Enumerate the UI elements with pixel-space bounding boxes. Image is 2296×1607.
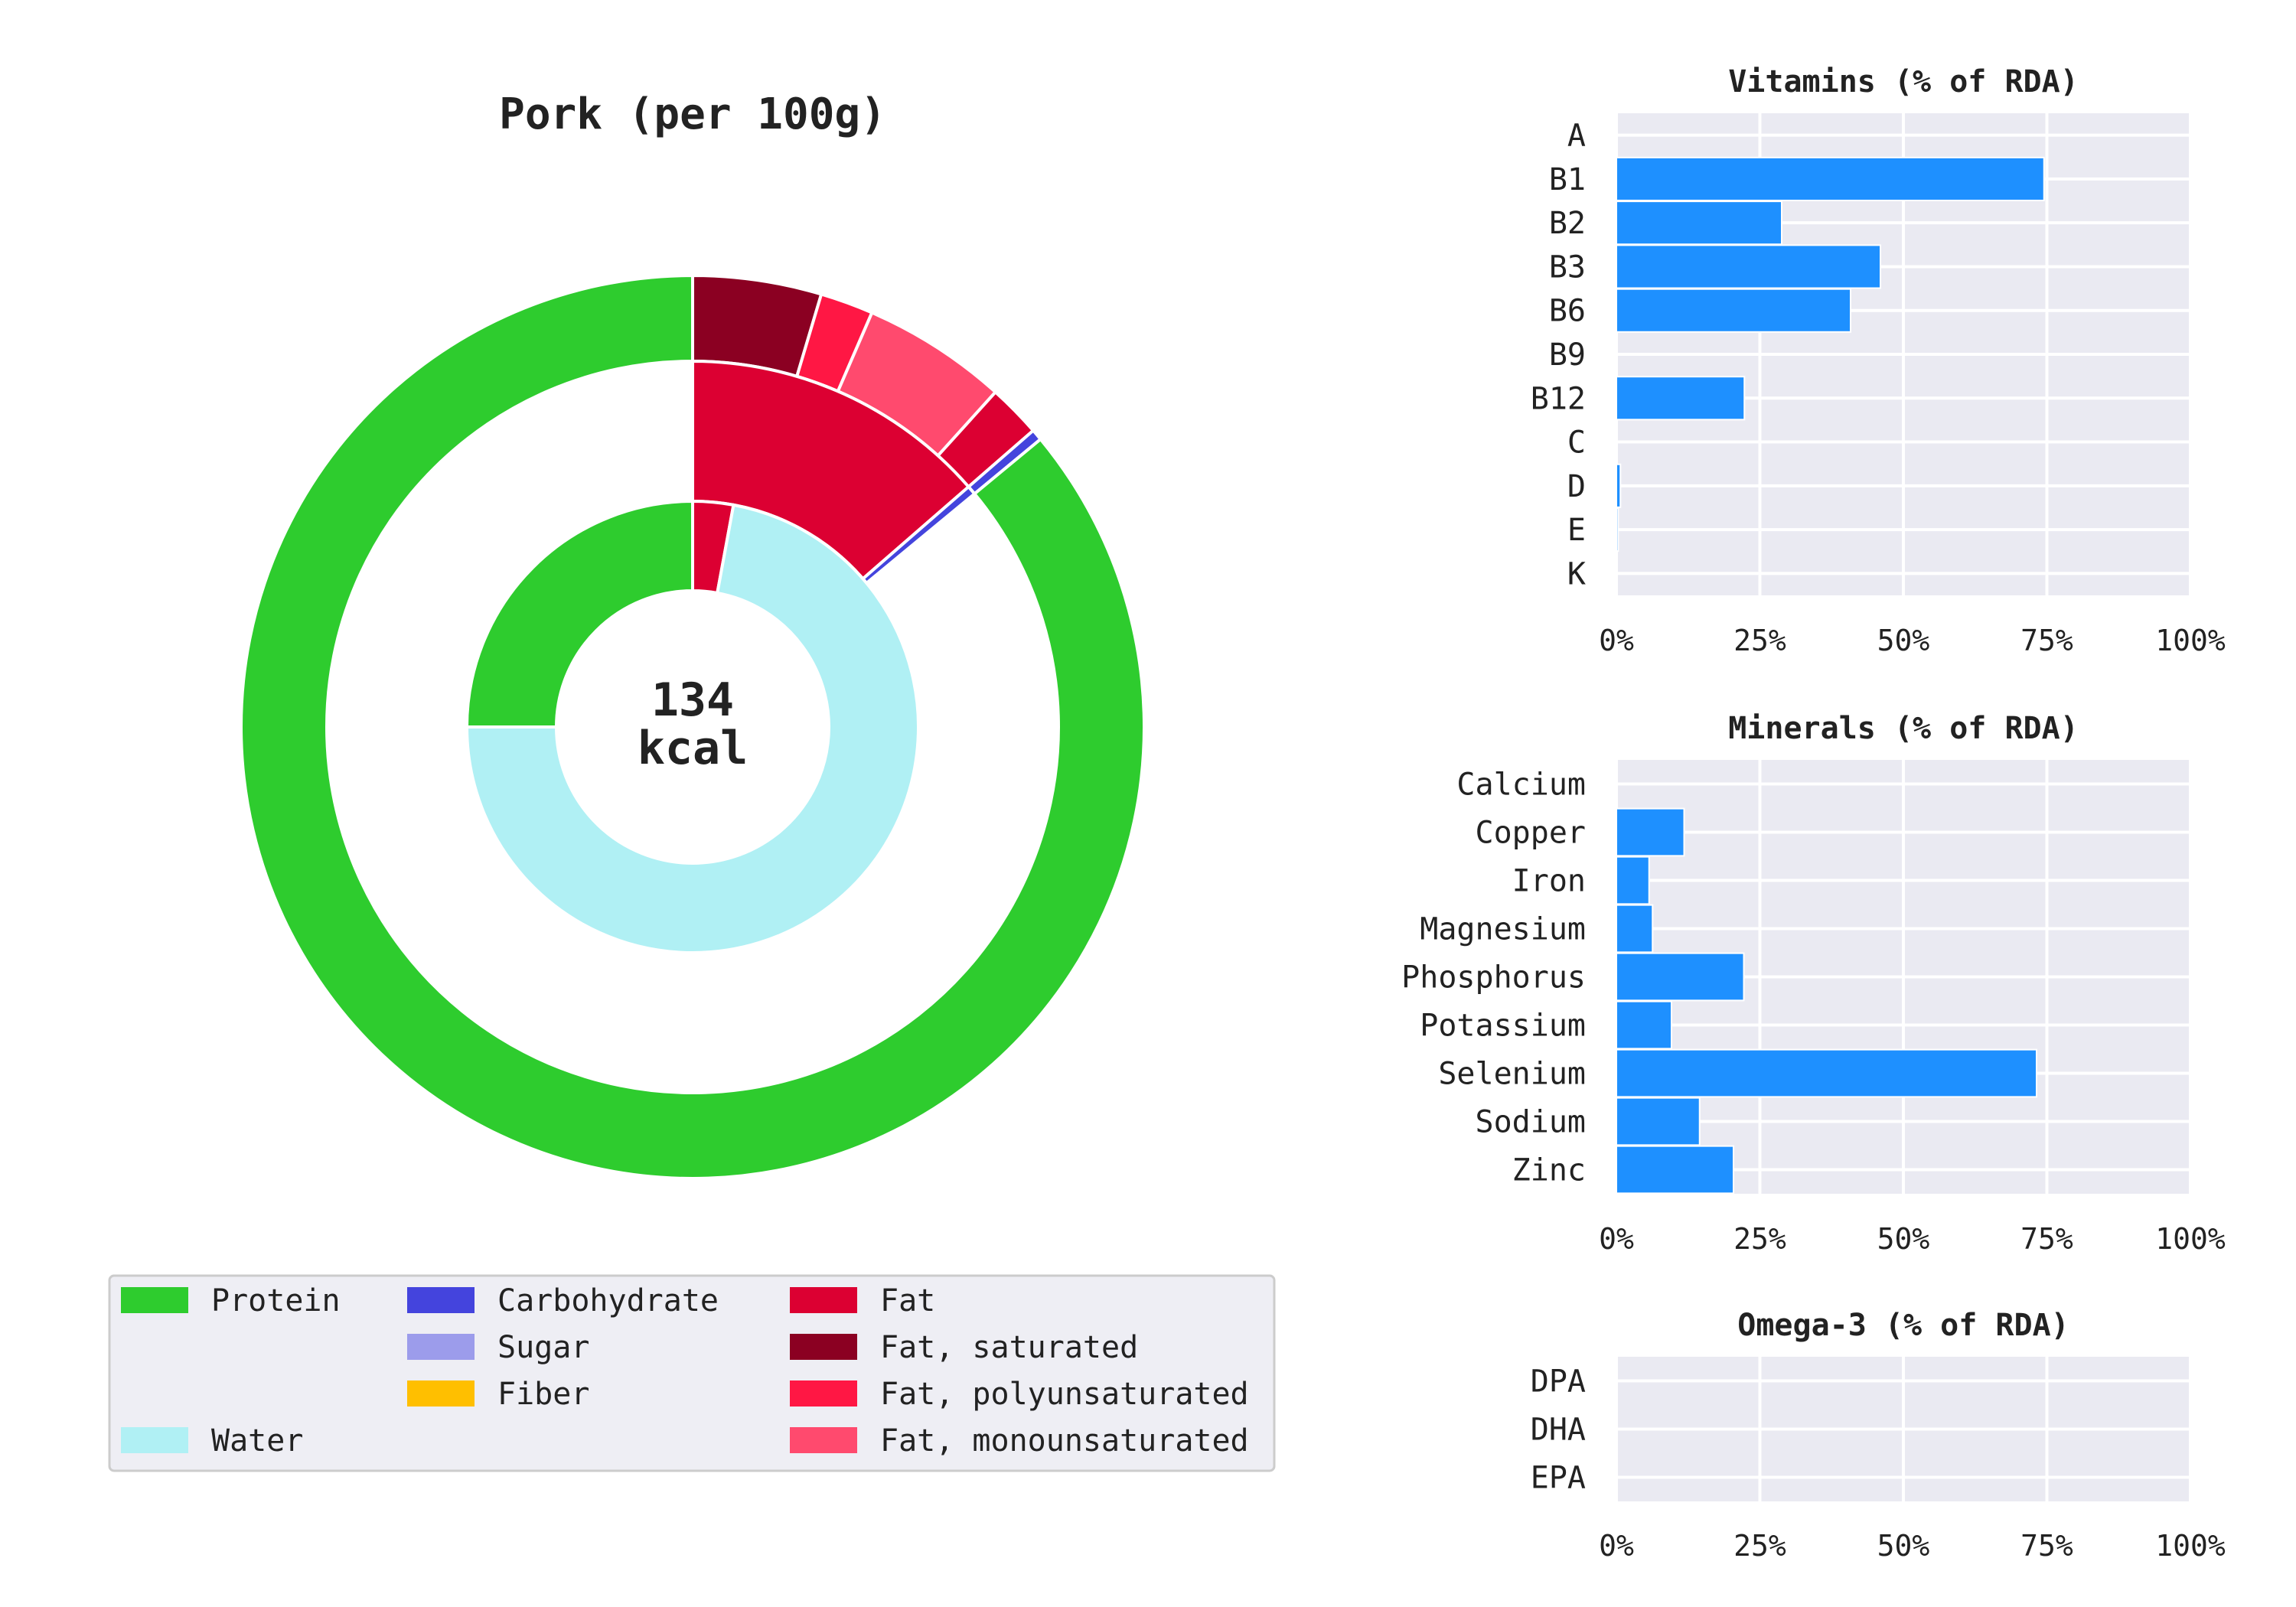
legend-swatch-fat <box>790 1287 857 1313</box>
center-kcal-value: 134 <box>651 673 734 727</box>
legend-swatch-fat-monounsaturated <box>790 1427 857 1453</box>
inner-ring-slice-protein <box>465 499 694 729</box>
x-tick-label: 100% <box>2155 1222 2226 1256</box>
x-tick-label: 100% <box>2155 1529 2226 1563</box>
bar-iron <box>1616 856 1650 905</box>
category-label-k: K <box>1567 556 1586 592</box>
category-label-calcium: Calcium <box>1456 768 1586 803</box>
legend-label-fat-polyunsaturated: Fat, polyunsaturated <box>880 1377 1249 1412</box>
outer-ring-slice-protein <box>239 273 1146 1180</box>
category-label-c: C <box>1567 425 1586 461</box>
legend-frame <box>108 1274 1276 1472</box>
bar-copper <box>1616 807 1685 857</box>
category-label-selenium: Selenium <box>1438 1057 1586 1092</box>
x-tick-label: 50% <box>1877 1529 1930 1563</box>
category-label-d: D <box>1567 469 1586 504</box>
legend-swatch-fat-saturated <box>790 1334 857 1360</box>
legend-swatch-carbohydrate <box>407 1287 475 1313</box>
x-tick-label: 75% <box>2020 1222 2073 1256</box>
bar-b2 <box>1616 200 1782 246</box>
category-label-b2: B2 <box>1549 206 1586 241</box>
bar-e <box>1616 507 1619 553</box>
legend-label-protein: Protein <box>211 1283 341 1319</box>
omega3-panel: Omega-3 (% of RDA) 0% 25% 50% 75% 100% DPA DHA E… <box>1531 1308 2226 1563</box>
legend-label-fiber: Fiber <box>497 1377 589 1412</box>
bar-phosphorus <box>1616 952 1745 1002</box>
legend-label-fat: Fat <box>880 1283 935 1319</box>
legend-swatch-water <box>121 1427 188 1453</box>
bar-d <box>1616 463 1622 508</box>
minerals-panel: Minerals (% of RDA) 0% 25% 50% 75% 100% Calciu… <box>1401 711 2226 1256</box>
legend-swatch-sugar <box>407 1334 475 1360</box>
inner-ring-slice-water <box>465 503 920 954</box>
x-tick-label: 100% <box>2155 624 2226 657</box>
bar-zinc <box>1616 1145 1734 1195</box>
vitamins-panel: Vitamins (% of RDA) 0% 25% 50% 75% 100% A B1 B2 B… <box>1531 64 2226 657</box>
category-label-b1: B1 <box>1549 162 1586 197</box>
category-label-e: E <box>1567 513 1586 548</box>
center-kcal-unit: kcal <box>638 722 748 775</box>
bar-sodium <box>1616 1097 1701 1146</box>
x-tick-label: 0% <box>1599 1222 1634 1256</box>
bar-selenium <box>1616 1048 2037 1098</box>
bar-b6 <box>1616 288 1851 333</box>
legend-label-fat-saturated: Fat, saturated <box>880 1330 1138 1365</box>
category-label-iron: Iron <box>1512 864 1586 899</box>
bar-magnesium <box>1616 904 1654 953</box>
legend-label-sugar: Sugar <box>497 1330 589 1365</box>
x-tick-label: 25% <box>1733 624 1786 657</box>
category-label-epa: EPA <box>1531 1461 1586 1496</box>
panel-title-minerals-of-rda: Minerals (% of RDA) <box>1728 711 2079 746</box>
category-label-b6: B6 <box>1549 294 1586 329</box>
legend-swatch-fat-polyunsaturated <box>790 1380 857 1407</box>
bar-b3 <box>1616 244 1881 289</box>
category-label-dpa: DPA <box>1531 1364 1586 1400</box>
x-tick-label: 75% <box>2020 624 2073 657</box>
legend-label-fat-monounsaturated: Fat, monounsaturated <box>880 1423 1249 1459</box>
x-tick-label: 75% <box>2020 1529 2073 1563</box>
category-label-phosphorus: Phosphorus <box>1401 960 1586 996</box>
category-label-a: A <box>1567 119 1586 154</box>
legend-label-water: Water <box>211 1423 303 1459</box>
legend-swatch-protein <box>121 1287 188 1313</box>
category-label-b9: B9 <box>1549 337 1586 373</box>
chart-title: Pork (per 100g) <box>499 90 886 139</box>
category-label-zinc: Zinc <box>1512 1153 1586 1188</box>
category-label-copper: Copper <box>1476 816 1587 851</box>
category-label-magnesium: Magnesium <box>1420 912 1586 947</box>
x-tick-label: 25% <box>1733 1222 1786 1256</box>
category-label-b3: B3 <box>1549 249 1586 285</box>
x-tick-label: 25% <box>1733 1529 1786 1563</box>
x-tick-label: 50% <box>1877 1222 1930 1256</box>
x-tick-label: 50% <box>1877 624 1930 657</box>
x-tick-label: 0% <box>1599 624 1634 657</box>
legend-swatch-fiber <box>407 1380 475 1407</box>
legend-label-carbohydrate: Carbohydrate <box>497 1283 719 1319</box>
bar-b1 <box>1616 156 2045 201</box>
bar-potassium <box>1616 1000 1672 1050</box>
x-tick-label: 0% <box>1599 1529 1634 1563</box>
category-label-sodium: Sodium <box>1476 1105 1587 1140</box>
panel-title-omega-3-of-rda: Omega-3 (% of RDA) <box>1737 1308 2069 1343</box>
donut-hole <box>558 592 827 862</box>
bar-b12 <box>1616 376 1746 421</box>
category-label-b12: B12 <box>1531 381 1586 416</box>
category-label-dha: DHA <box>1531 1413 1586 1448</box>
category-label-potassium: Potassium <box>1420 1009 1586 1044</box>
legend: Protein Water Carbohydrate Sugar Fiber Fat Fat… <box>108 1274 1276 1472</box>
panel-title-vitamins-of-rda: Vitamins (% of RDA) <box>1728 64 2079 99</box>
